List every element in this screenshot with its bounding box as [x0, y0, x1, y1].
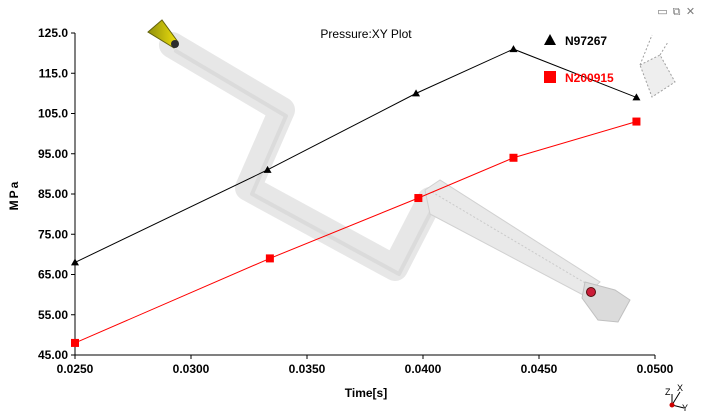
y-axis-label: MPa	[7, 180, 21, 211]
x-tick-label: 0.0250	[57, 362, 94, 376]
minimize-icon[interactable]: ▭	[657, 5, 668, 18]
y-tick-label: 75.00	[38, 227, 68, 241]
runner-pipe	[159, 32, 443, 281]
legend-item: N97267	[544, 34, 607, 48]
x-tick-label: 0.0500	[637, 362, 674, 376]
data-point	[263, 165, 272, 173]
y-tick-label: 65.00	[38, 268, 68, 282]
y-tick-label: 45.00	[38, 348, 68, 362]
x-tick-label: 0.0350	[289, 362, 326, 376]
series-N200915	[71, 117, 641, 347]
triad-z-label: Z	[665, 387, 671, 397]
nozzle-body	[424, 179, 601, 297]
series-layer	[71, 45, 641, 347]
data-point	[509, 153, 518, 162]
y-tick-label: 115.0	[39, 66, 69, 80]
data-point	[632, 93, 641, 101]
x-tick-label: 0.0450	[521, 362, 558, 376]
legend-label: N200915	[565, 71, 614, 85]
probe-node	[586, 287, 596, 297]
data-point	[71, 338, 79, 347]
triad-y-label: Y	[682, 403, 688, 413]
legend: N97267 N200915	[544, 34, 614, 85]
y-tick-label: 95.00	[38, 147, 68, 161]
data-point	[412, 89, 421, 97]
runner-pipe-shade	[174, 49, 436, 276]
y-tick-label: 85.00	[38, 187, 68, 201]
legend-triangle-icon	[544, 34, 556, 45]
restore-icon[interactable]: ⧉	[672, 5, 681, 18]
data-point	[509, 45, 518, 53]
x-tick-label: 0.0400	[405, 362, 442, 376]
window-controls: ▭ ⧉ ✕	[657, 6, 696, 17]
series-N97267	[71, 45, 641, 266]
legend-item: N200915	[544, 71, 614, 85]
x-tick-label: 0.0300	[173, 362, 210, 376]
data-point	[632, 117, 641, 126]
view-cube-icon	[639, 34, 676, 98]
data-point	[71, 258, 79, 266]
chart-title: Pressure:XY Plot	[320, 27, 412, 41]
gate-node	[171, 40, 179, 48]
x-axis-label: Time[s]	[345, 386, 387, 400]
y-tick-label: 105.0	[38, 107, 68, 121]
triad-x-label: X	[677, 383, 683, 393]
y-tick-label: 125.0	[38, 26, 68, 40]
axis-triad-icon: X Z Y	[665, 383, 688, 413]
data-point	[414, 194, 423, 203]
legend-square-icon	[544, 71, 556, 83]
data-point	[265, 254, 274, 263]
y-tick-label: 55.00	[38, 308, 68, 322]
legend-label: N97267	[565, 34, 607, 48]
close-icon[interactable]: ✕	[685, 5, 696, 18]
background-3d-model	[147, 19, 676, 323]
tick-labels: 45.00 55.00 65.00 75.00 85.00 95.00 105.0 115.0…	[38, 26, 674, 376]
nozzle-hatch	[431, 191, 593, 288]
